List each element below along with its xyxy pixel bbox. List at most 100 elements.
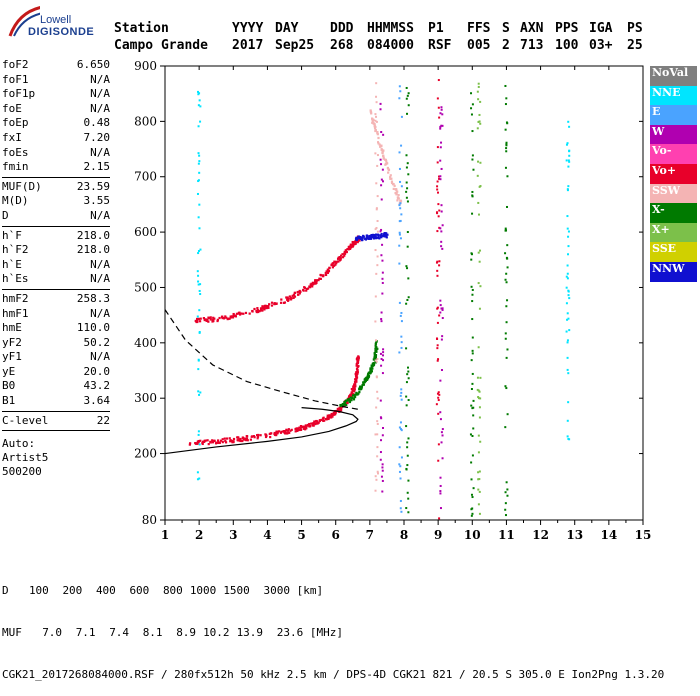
echo-point (288, 295, 291, 298)
header-label-iga: IGA (589, 21, 613, 36)
streak-point (504, 227, 507, 230)
header-label-ps: PS (627, 21, 643, 36)
streak-point (439, 146, 442, 149)
streak-point (400, 144, 403, 147)
param-group-critical-frequencies: foF2 6.650 foF1 N/A foF1p N/A foE N/A foEp 0.48 fx… (2, 58, 110, 175)
streak-point (381, 434, 384, 437)
echo-point (357, 358, 360, 362)
echo-point (358, 239, 361, 242)
streak-point (439, 127, 442, 130)
streak-point (381, 259, 384, 262)
param-separator (2, 410, 110, 412)
streak-point (398, 301, 401, 304)
streak-point (567, 245, 570, 248)
streak-point (471, 154, 474, 157)
echo-point (207, 316, 210, 319)
echo-point (253, 436, 256, 439)
streak-point (406, 245, 409, 248)
muf-value: 10.2 (203, 626, 230, 639)
streak-point (476, 388, 479, 391)
echo-point (242, 438, 246, 441)
streak-point (479, 440, 482, 443)
echo-point (328, 266, 331, 270)
streak-point (398, 446, 401, 449)
streak-point (436, 306, 439, 309)
echo-point (396, 199, 399, 202)
streak-point (440, 210, 443, 213)
echo-point (303, 425, 306, 428)
streak-point (196, 90, 199, 93)
param-name: B0 (2, 379, 16, 393)
streak-point (374, 489, 377, 492)
streak-point (375, 226, 378, 229)
streak-point (398, 233, 401, 236)
echo-point (371, 121, 374, 124)
echo-point (307, 424, 310, 427)
distance-row: D 100 200 400 600 800 1000 1500 3000 [km] (2, 584, 664, 598)
distance-value: 800 (162, 584, 183, 597)
echo-point (346, 401, 349, 405)
streak-point (197, 280, 200, 283)
streak-point (477, 488, 480, 491)
echo-point (241, 437, 245, 440)
echo-point (373, 237, 376, 240)
param-name: fxI (2, 130, 22, 144)
streak-point (376, 472, 379, 475)
streak-point (470, 461, 473, 464)
streak-point (566, 339, 569, 342)
streak-point (196, 471, 199, 474)
streak-point (197, 433, 200, 436)
echo-point (389, 174, 392, 177)
streak-point (477, 98, 480, 101)
streak-point (436, 269, 439, 272)
echo-point (337, 256, 340, 259)
muf-table: D 100 200 400 600 800 1000 1500 3000 [km] MUF 7.0… (2, 556, 664, 696)
param-value: 110.0 (76, 321, 110, 335)
echo-point (369, 235, 372, 238)
streak-point (478, 470, 481, 473)
echo-point (355, 393, 358, 396)
param-group-profile: hmF2 258.3 hmF1 N/A hmE 110.0 yF2 50.2 yF1 N/A yE 2… (2, 292, 110, 409)
param-row: foEp 0.48 (2, 116, 110, 131)
echo-point (207, 443, 210, 446)
echo-point (366, 374, 370, 377)
streak-point (400, 429, 403, 432)
streak-point (380, 184, 383, 187)
param-row: hmF2 258.3 (2, 292, 110, 307)
streak-point (406, 298, 409, 301)
param-name: foF1 (2, 72, 29, 86)
echo-point (372, 364, 375, 367)
streak-point (375, 406, 378, 409)
echo-point (376, 133, 379, 136)
x-tick-label: 1 (161, 528, 169, 542)
legend-item: E (650, 105, 697, 125)
streak-point (505, 141, 508, 144)
streak-point (471, 349, 474, 352)
streak-point (506, 494, 509, 497)
echo-point (322, 275, 325, 278)
streak-point (440, 369, 443, 372)
echo-point (373, 352, 376, 355)
echo-point (348, 399, 351, 403)
streak-point (440, 167, 443, 170)
streak-point (504, 128, 507, 131)
echo-point (259, 434, 262, 437)
param-row: B0 43.2 (2, 379, 110, 394)
echo-point (356, 365, 359, 368)
param-value: 6.650 (76, 58, 110, 71)
echo-point (361, 238, 364, 241)
streak-point (439, 299, 442, 302)
streak-point (471, 190, 474, 193)
streak-point (436, 344, 439, 347)
streak-point (567, 120, 570, 123)
streak-point (437, 399, 440, 402)
echo-point (219, 439, 223, 442)
streak-point (398, 97, 401, 100)
param-value: N/A (90, 208, 110, 222)
streak-point (439, 178, 442, 181)
echo-point (273, 303, 276, 306)
streak-point (374, 152, 377, 155)
echo-point (305, 287, 308, 291)
echo-point (385, 236, 388, 239)
streak-point (436, 307, 439, 310)
